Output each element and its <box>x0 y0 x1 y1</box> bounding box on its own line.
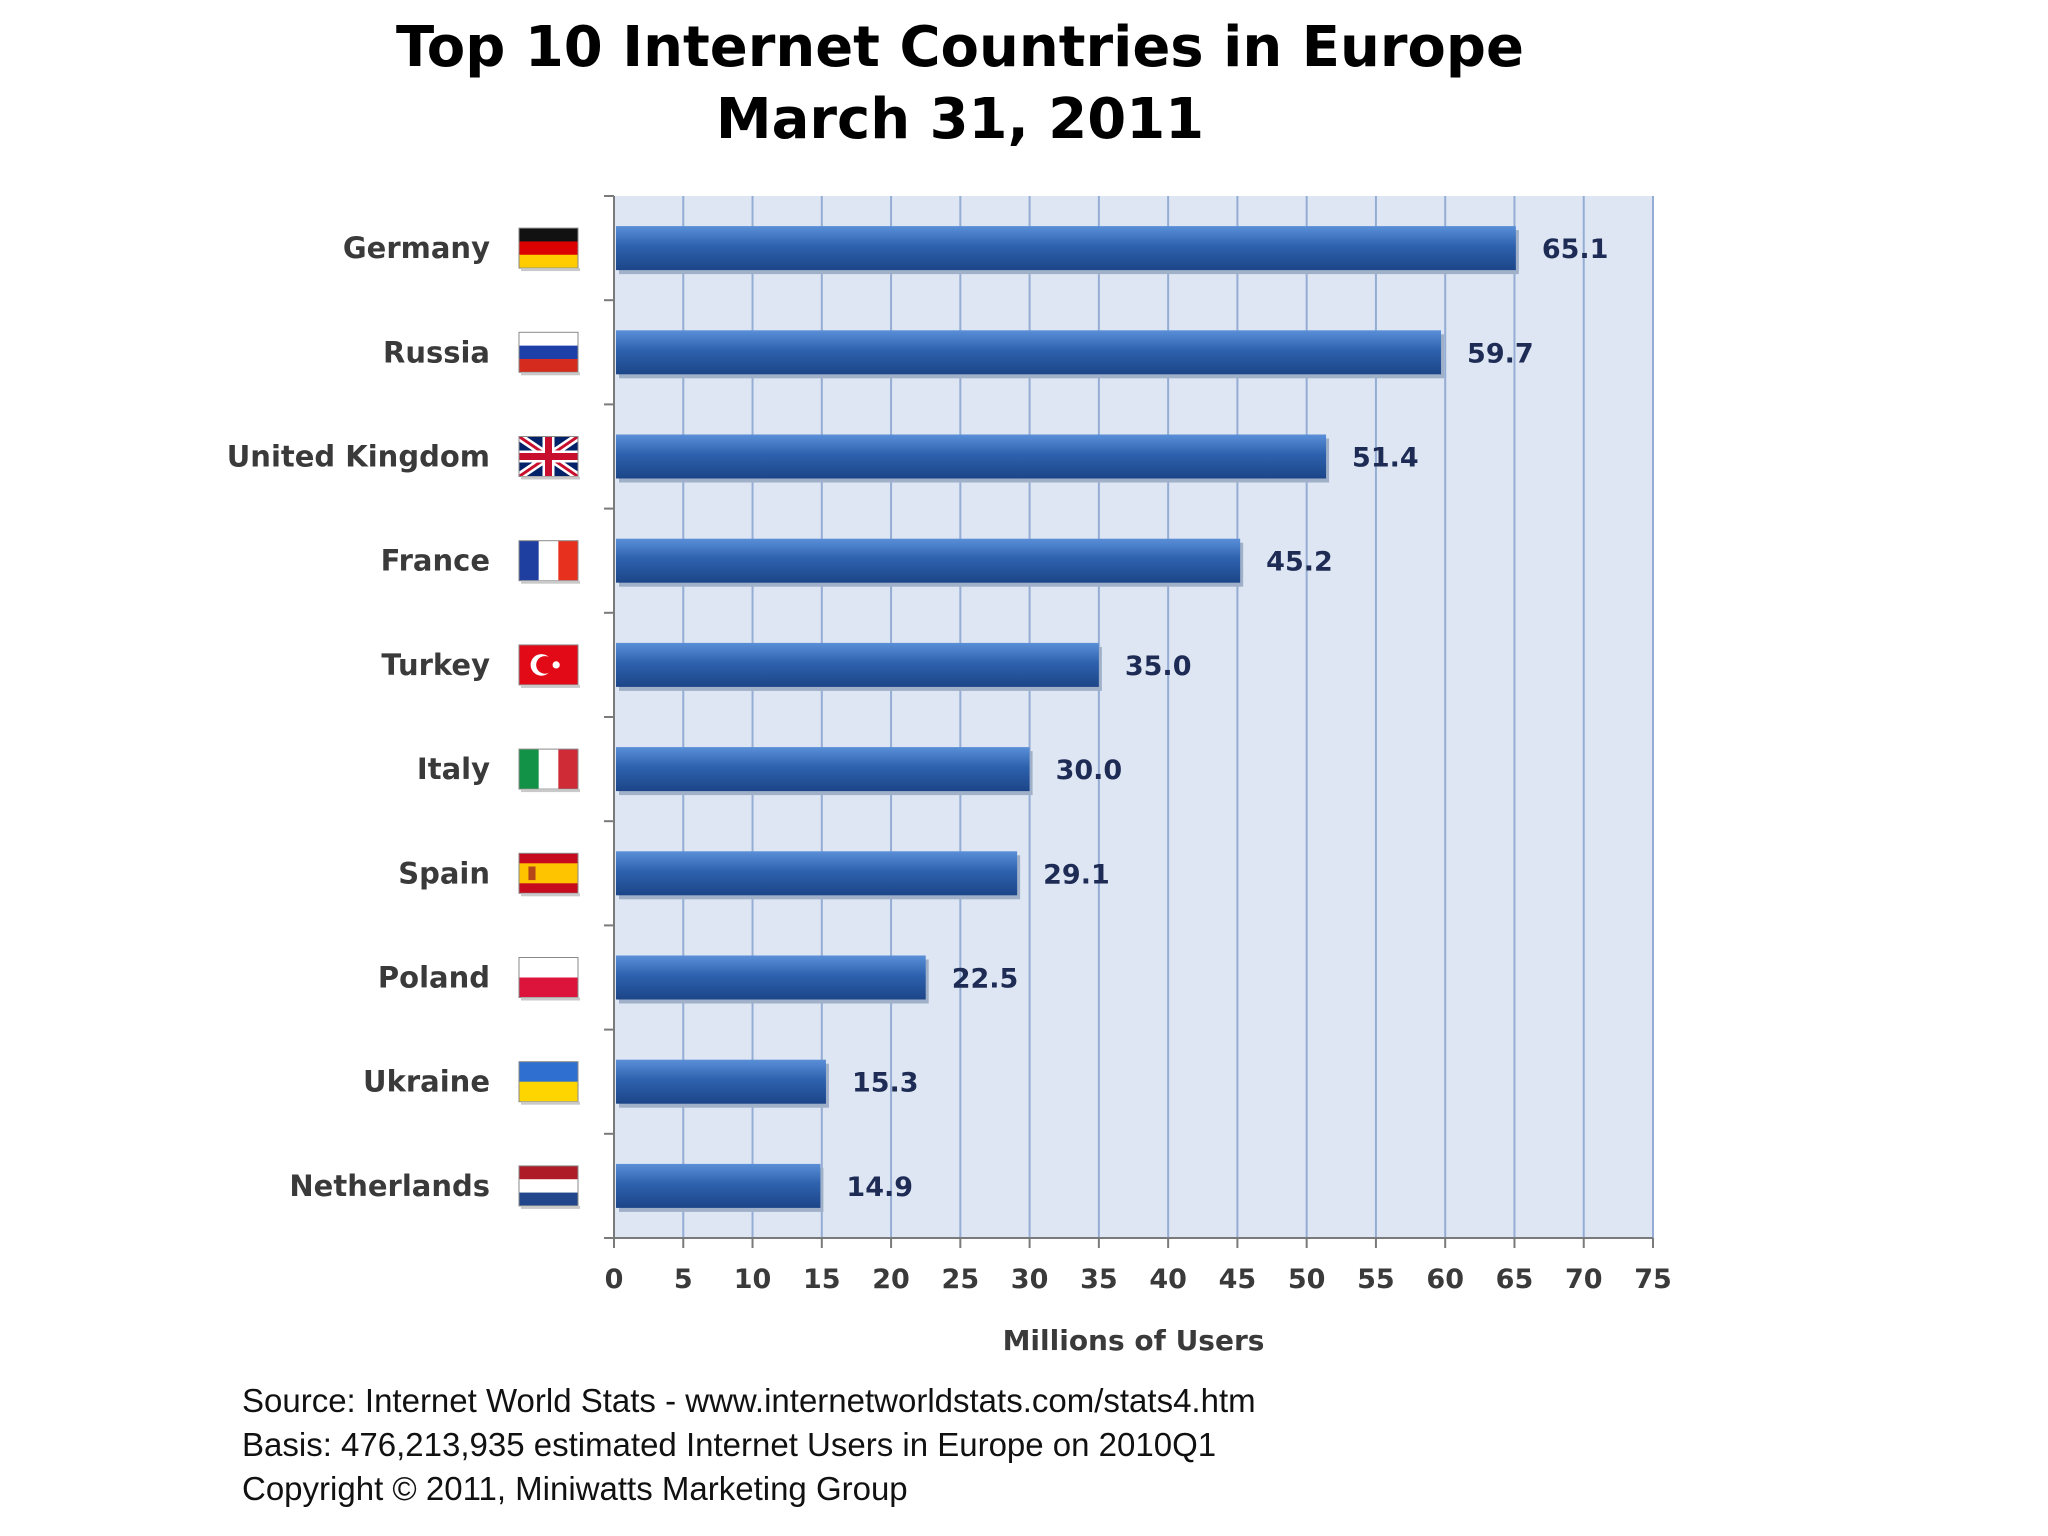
category-label: Turkey <box>381 648 490 682</box>
bar-value-label: 65.1 <box>1542 234 1609 265</box>
bar-value-label: 35.0 <box>1125 651 1192 682</box>
bar <box>616 955 926 1000</box>
x-tick-label: 35 <box>1080 1264 1118 1295</box>
france-flag-icon <box>518 540 580 584</box>
category-label: Germany <box>343 231 490 265</box>
bar-value-label: 29.1 <box>1043 859 1110 890</box>
bar <box>616 226 1516 271</box>
category-label: Italy <box>417 752 490 786</box>
bar <box>616 1059 826 1104</box>
bar <box>616 851 1018 896</box>
bar <box>616 747 1030 792</box>
bar <box>616 642 1099 687</box>
ukraine-flag-icon <box>518 1061 580 1105</box>
category-label: Spain <box>398 856 490 890</box>
spain-flag-icon <box>518 852 580 897</box>
x-tick-label: 75 <box>1634 1264 1672 1295</box>
netherlands-flag-icon <box>518 1165 580 1209</box>
footer-copyright: Copyright © 2011, Miniwatts Marketing Gr… <box>242 1470 908 1507</box>
bar-value-label: 30.0 <box>1056 755 1123 786</box>
bar <box>616 1163 821 1208</box>
uk-flag-icon <box>518 436 580 480</box>
bar-value-label: 59.7 <box>1467 338 1534 369</box>
italy-flag-icon <box>518 748 580 793</box>
x-tick-label: 25 <box>942 1264 980 1295</box>
category-label: Ukraine <box>363 1065 490 1099</box>
x-tick-label: 40 <box>1149 1264 1187 1295</box>
x-tick-label: 10 <box>734 1264 772 1295</box>
x-tick-label: 15 <box>803 1264 841 1295</box>
bar-value-label: 22.5 <box>952 964 1019 995</box>
x-tick-label: 30 <box>1011 1264 1049 1295</box>
footer-source: Source: Internet World Stats - www.inter… <box>242 1382 1256 1419</box>
x-axis-title: Millions of Users <box>1003 1324 1265 1357</box>
category-label: France <box>381 544 490 578</box>
category-label: Poland <box>378 961 490 995</box>
category-label: United Kingdom <box>227 440 490 474</box>
germany-flag-icon <box>518 227 580 272</box>
turkey-flag-icon <box>518 644 580 688</box>
bar <box>616 538 1241 583</box>
x-tick-label: 70 <box>1565 1264 1603 1295</box>
x-tick-label: 45 <box>1219 1264 1257 1295</box>
chart-subtitle: March 31, 2011 <box>715 87 1205 152</box>
bar <box>616 434 1327 479</box>
chart-title: Top 10 Internet Countries in Europe <box>396 15 1524 80</box>
x-tick-label: 65 <box>1496 1264 1534 1295</box>
bar-value-label: 51.4 <box>1352 443 1419 474</box>
x-tick-label: 0 <box>605 1264 624 1295</box>
bar-value-label: 15.3 <box>852 1068 919 1099</box>
category-label: Netherlands <box>289 1169 490 1203</box>
bar-value-label: 45.2 <box>1266 547 1333 578</box>
x-tick-label: 5 <box>674 1264 693 1295</box>
x-tick-label: 60 <box>1426 1264 1464 1295</box>
x-tick-label: 50 <box>1288 1264 1326 1295</box>
russia-flag-icon <box>518 331 580 376</box>
x-tick-label: 20 <box>872 1264 910 1295</box>
x-tick-label: 55 <box>1357 1264 1395 1295</box>
bar <box>616 330 1442 375</box>
category-label: Russia <box>383 335 490 369</box>
footer-basis: Basis: 476,213,935 estimated Internet Us… <box>242 1426 1217 1463</box>
poland-flag-icon <box>518 957 580 1001</box>
bar-value-label: 14.9 <box>846 1172 913 1203</box>
